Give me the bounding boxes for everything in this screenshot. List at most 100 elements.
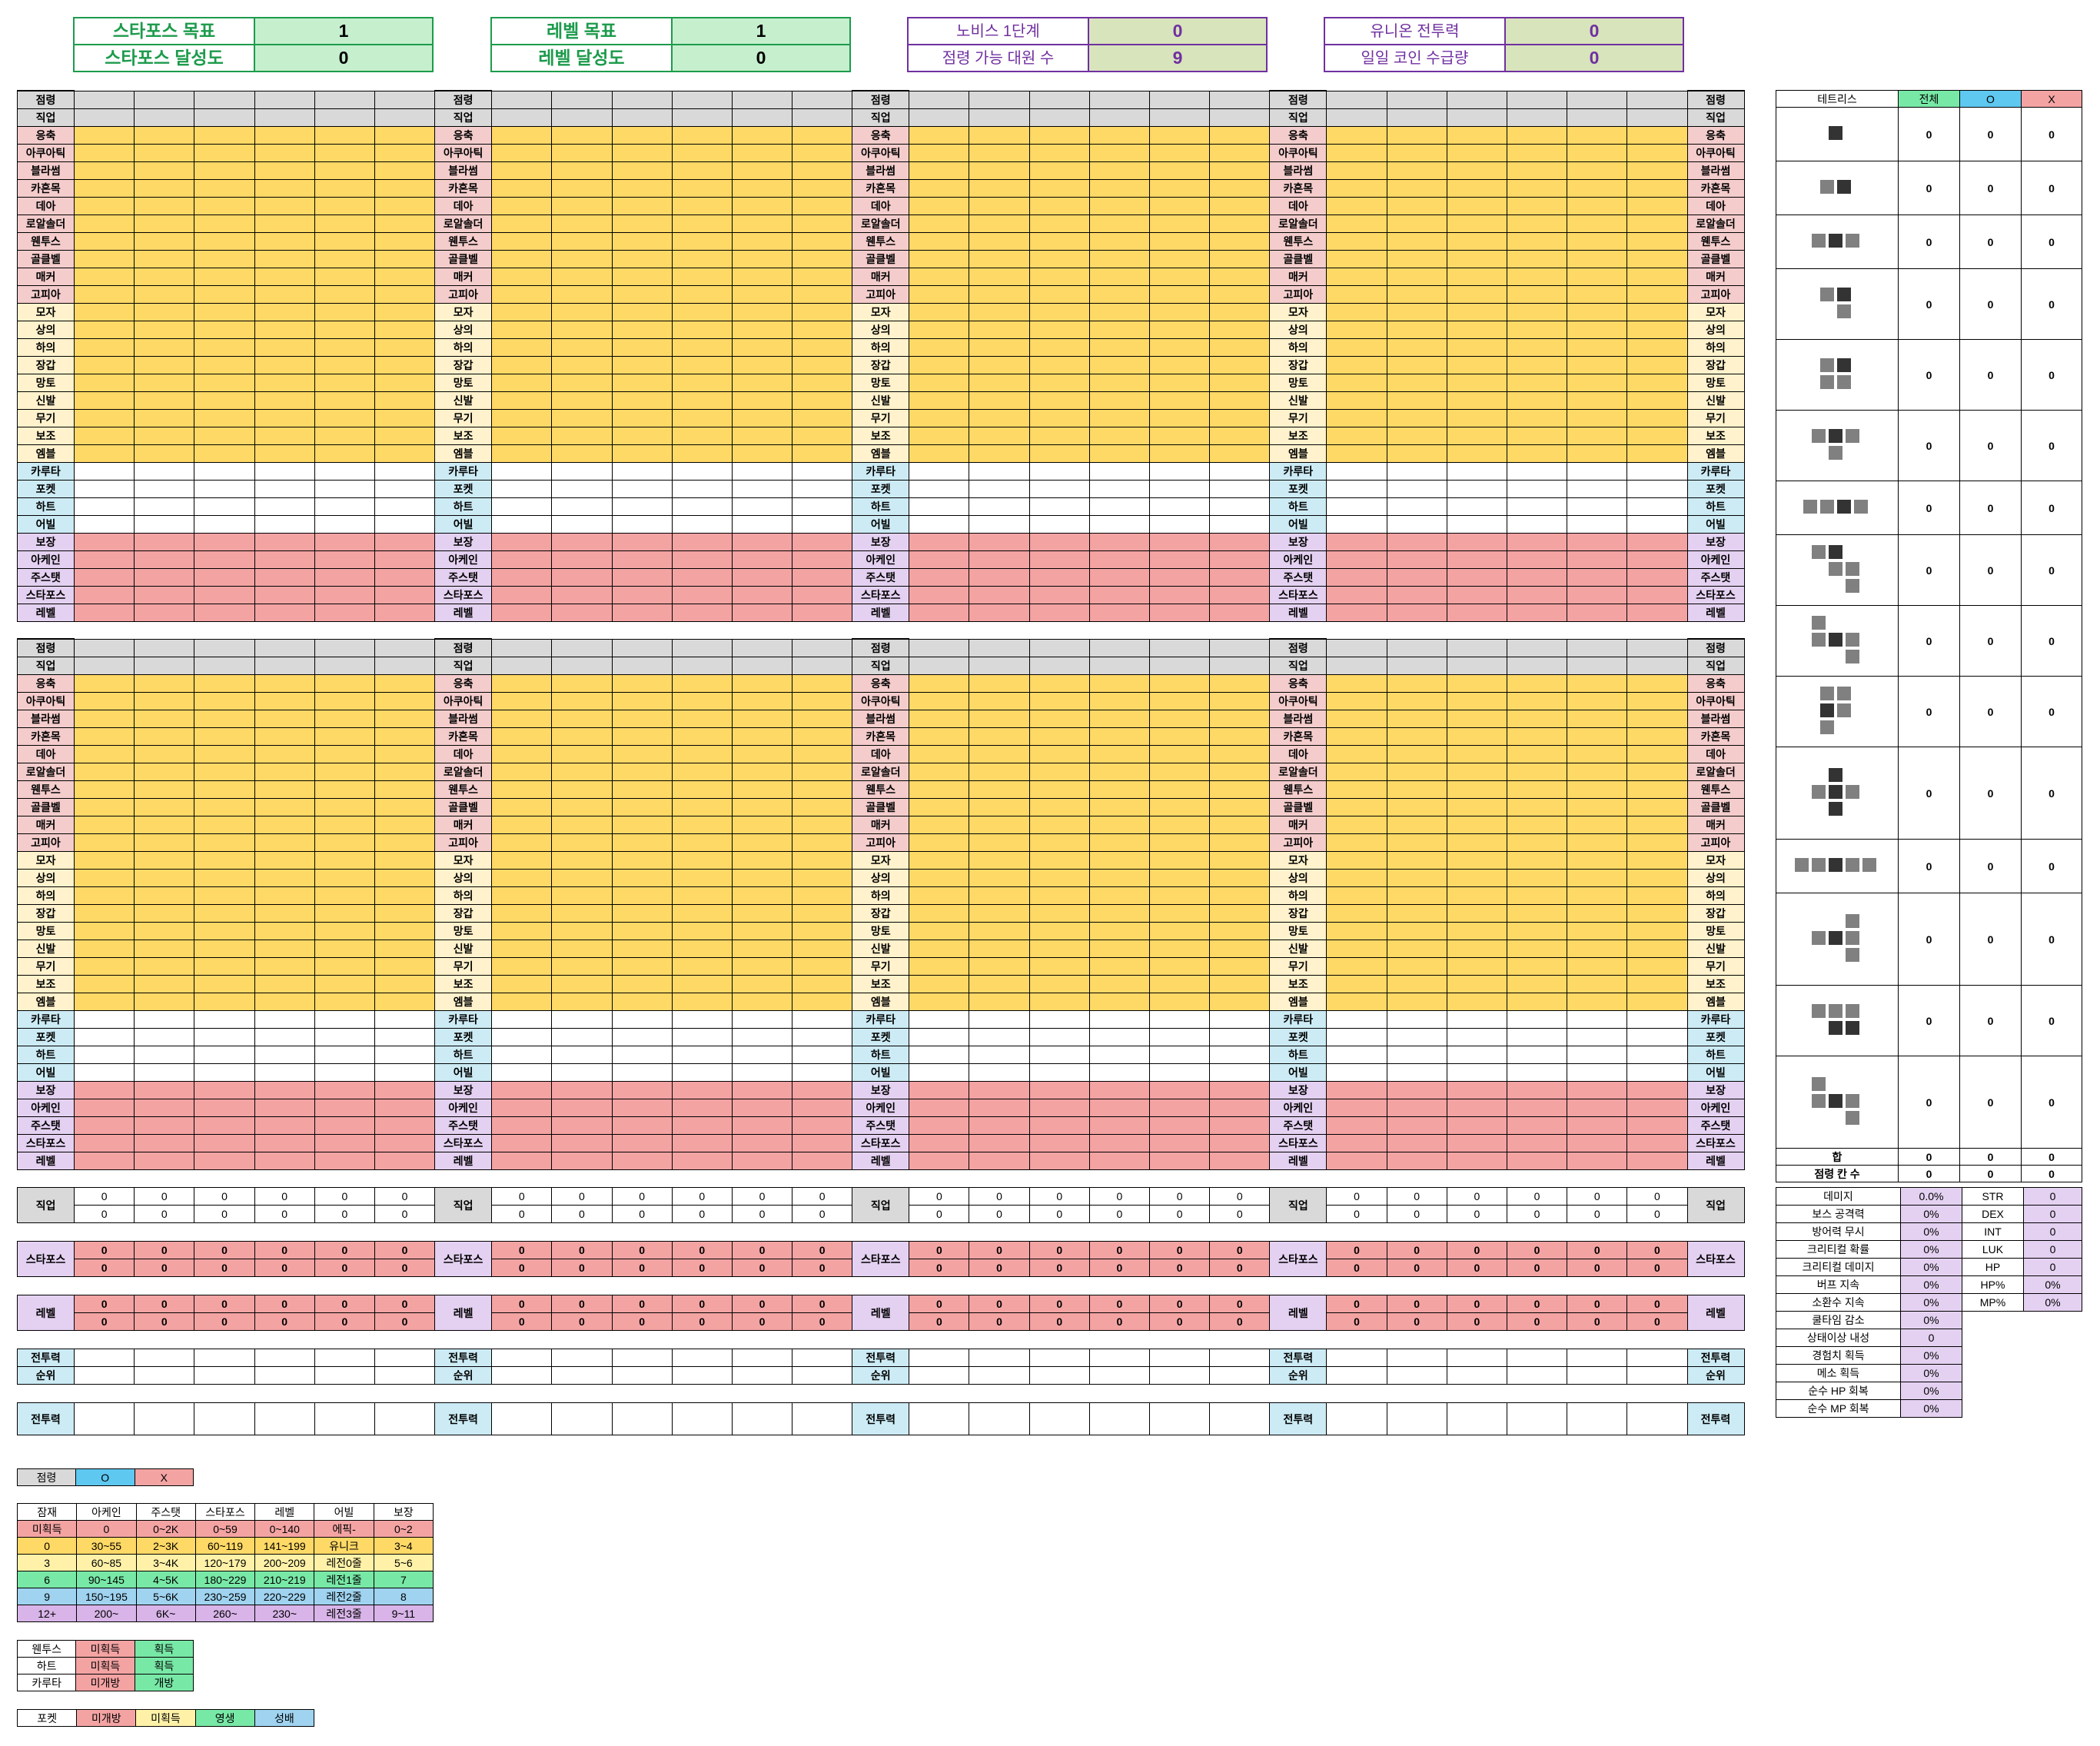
grid-cell[interactable] <box>1506 514 1568 534</box>
grid-cell[interactable] <box>969 514 1030 534</box>
grid-cell[interactable] <box>491 815 553 834</box>
grid-cell[interactable] <box>611 709 673 728</box>
grid-cell[interactable] <box>491 974 553 993</box>
grid-cell[interactable] <box>254 320 315 339</box>
grid-cell[interactable] <box>73 497 135 516</box>
grid-cell[interactable] <box>491 727 553 746</box>
grid-cell[interactable] <box>1088 161 1151 180</box>
grid-cell[interactable] <box>1326 284 1387 304</box>
summary-cell[interactable] <box>792 1349 853 1367</box>
grid-cell[interactable] <box>1446 815 1507 834</box>
grid-cell[interactable] <box>671 797 733 816</box>
grid-cell[interactable] <box>611 320 673 339</box>
grid-cell[interactable] <box>1506 656 1568 675</box>
grid-cell[interactable] <box>254 514 315 534</box>
grid-cell[interactable] <box>134 815 195 834</box>
grid-cell[interactable] <box>551 744 613 763</box>
grid-cell[interactable] <box>254 691 315 710</box>
grid-cell[interactable] <box>254 231 315 251</box>
grid-cell[interactable] <box>1326 302 1387 321</box>
grid-cell[interactable] <box>1088 744 1151 763</box>
grid-cell[interactable] <box>1148 744 1211 763</box>
grid-cell[interactable] <box>314 196 375 215</box>
grid-cell[interactable] <box>73 267 135 286</box>
grid-cell[interactable] <box>671 956 733 976</box>
grid-cell[interactable] <box>1148 108 1211 127</box>
grid-cell[interactable] <box>254 709 315 728</box>
grid-cell[interactable] <box>969 815 1030 834</box>
grid-cell[interactable] <box>1627 408 1688 427</box>
grid-cell[interactable] <box>491 886 553 905</box>
grid-cell[interactable] <box>1567 514 1628 534</box>
grid-cell[interactable] <box>731 284 793 304</box>
grid-cell[interactable] <box>909 1151 970 1170</box>
summary-cell[interactable]: 0 <box>1506 1241 1568 1259</box>
grid-cell[interactable] <box>1148 550 1211 569</box>
grid-cell[interactable] <box>73 974 135 993</box>
grid-cell[interactable] <box>73 373 135 392</box>
grid-cell[interactable] <box>1028 355 1090 374</box>
grid-cell[interactable] <box>1088 921 1151 940</box>
grid-cell[interactable] <box>1326 567 1387 587</box>
grid-cell[interactable] <box>1326 532 1387 551</box>
grid-cell[interactable] <box>969 780 1030 799</box>
grid-cell[interactable] <box>314 1098 375 1117</box>
grid-cell[interactable] <box>1386 196 1447 215</box>
grid-cell[interactable] <box>1567 479 1628 498</box>
level-goal-value[interactable]: 1 <box>671 17 851 45</box>
grid-cell[interactable] <box>671 320 733 339</box>
grid-cell[interactable] <box>551 514 613 534</box>
grid-cell[interactable] <box>314 603 375 622</box>
grid-cell[interactable] <box>1028 1116 1090 1135</box>
grid-cell[interactable] <box>314 762 375 781</box>
grid-cell[interactable] <box>194 1116 255 1135</box>
grid-cell[interactable] <box>1209 744 1271 763</box>
grid-cell[interactable] <box>551 780 613 799</box>
grid-cell[interactable] <box>551 709 613 728</box>
summary-cell[interactable]: 0 <box>1209 1187 1271 1206</box>
grid-cell[interactable] <box>731 249 793 268</box>
grid-cell[interactable] <box>731 567 793 587</box>
grid-cell[interactable] <box>1446 90 1507 109</box>
grid-cell[interactable] <box>254 1151 315 1170</box>
grid-cell[interactable] <box>1028 956 1090 976</box>
grid-cell[interactable] <box>314 567 375 587</box>
grid-cell[interactable] <box>731 320 793 339</box>
grid-cell[interactable] <box>134 178 195 198</box>
grid-cell[interactable] <box>792 479 853 498</box>
grid-cell[interactable] <box>611 143 673 162</box>
grid-cell[interactable] <box>969 974 1030 993</box>
grid-cell[interactable] <box>1326 780 1387 799</box>
grid-cell[interactable] <box>134 249 195 268</box>
grid-cell[interactable] <box>671 426 733 445</box>
grid-cell[interactable] <box>551 1116 613 1135</box>
grid-cell[interactable] <box>1028 161 1090 180</box>
grid-cell[interactable] <box>1209 408 1271 427</box>
grid-cell[interactable] <box>1088 1080 1151 1099</box>
grid-cell[interactable] <box>1446 1009 1507 1029</box>
grid-cell[interactable] <box>374 673 436 693</box>
grid-cell[interactable] <box>1028 797 1090 816</box>
grid-cell[interactable] <box>1386 1063 1447 1082</box>
grid-cell[interactable] <box>1386 497 1447 516</box>
grid-cell[interactable] <box>73 479 135 498</box>
grid-cell[interactable] <box>254 974 315 993</box>
grid-cell[interactable] <box>1567 532 1628 551</box>
grid-cell[interactable] <box>1148 461 1211 481</box>
grid-cell[interactable] <box>314 903 375 923</box>
grid-cell[interactable] <box>671 178 733 198</box>
summary-cell[interactable] <box>1627 1349 1688 1367</box>
grid-cell[interactable] <box>792 567 853 587</box>
grid-cell[interactable] <box>491 1080 553 1099</box>
grid-cell[interactable] <box>1028 497 1090 516</box>
grid-cell[interactable] <box>1446 709 1507 728</box>
grid-cell[interactable] <box>1088 532 1151 551</box>
summary-cell[interactable] <box>374 1366 436 1385</box>
grid-cell[interactable] <box>969 691 1030 710</box>
grid-cell[interactable] <box>792 444 853 463</box>
summary-cell[interactable]: 0 <box>1567 1312 1628 1331</box>
summary-cell[interactable] <box>909 1402 970 1435</box>
grid-cell[interactable] <box>1028 196 1090 215</box>
grid-cell[interactable] <box>611 656 673 675</box>
grid-cell[interactable] <box>671 444 733 463</box>
